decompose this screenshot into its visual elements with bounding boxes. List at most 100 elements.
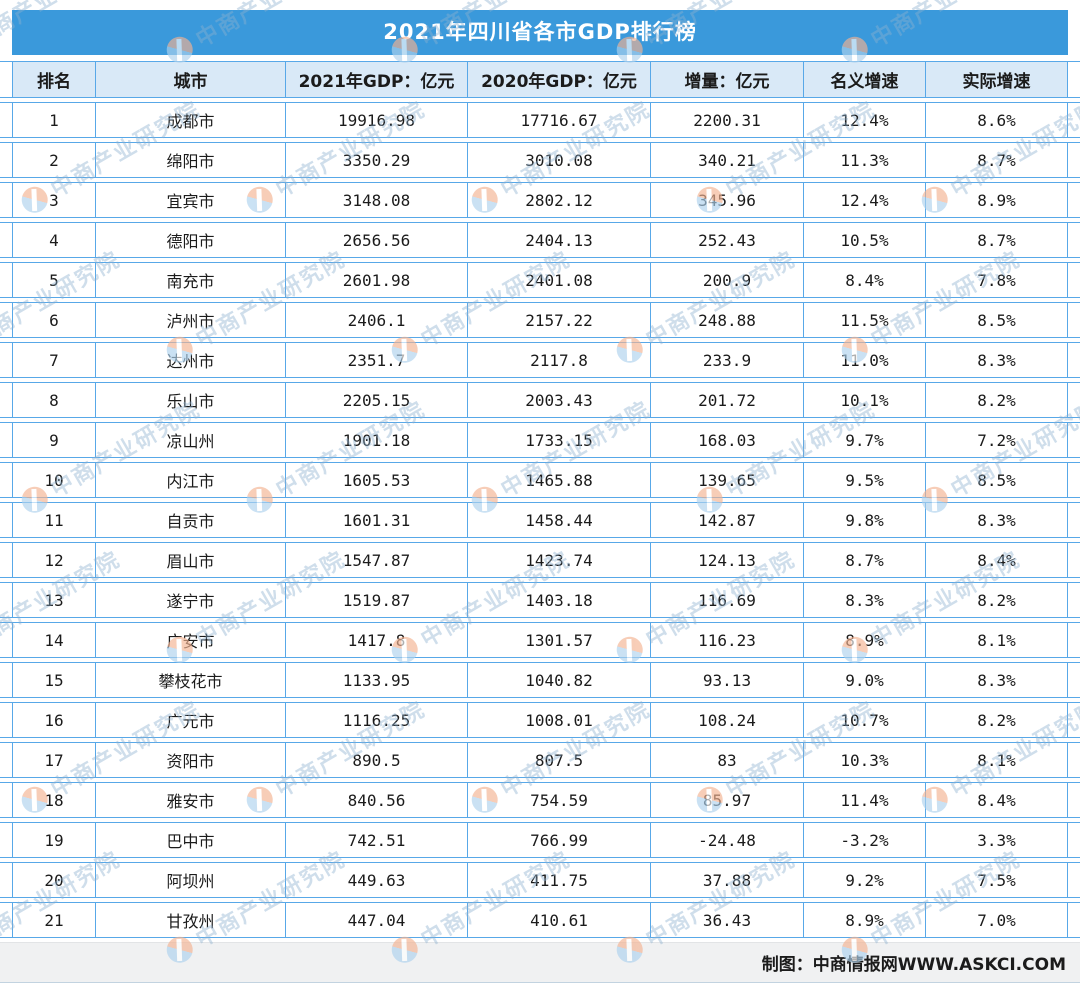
right-margin-spacer — [1068, 303, 1080, 337]
cell-real-growth: 8.7% — [925, 143, 1068, 177]
cell-increment: 124.13 — [650, 543, 803, 577]
cell-rank: 7 — [12, 343, 95, 377]
cell-rank: 2 — [12, 143, 95, 177]
left-margin-spacer — [0, 223, 12, 257]
cell-nominal-growth: 12.4% — [803, 183, 925, 217]
cell-real-growth: 7.5% — [925, 863, 1068, 897]
table-row: 16 广元市 1116.25 1008.01 108.24 10.7% 8.2% — [0, 702, 1080, 738]
cell-increment: 36.43 — [650, 903, 803, 937]
cell-nominal-growth: 9.2% — [803, 863, 925, 897]
left-margin-spacer — [0, 583, 12, 617]
cell-city: 宜宾市 — [95, 183, 285, 217]
cell-nominal-growth: 8.4% — [803, 263, 925, 297]
cell-gdp-2020: 807.5 — [467, 743, 650, 777]
cell-increment: 83 — [650, 743, 803, 777]
cell-gdp-2020: 410.61 — [467, 903, 650, 937]
cell-increment: 116.23 — [650, 623, 803, 657]
cell-nominal-growth: 9.8% — [803, 503, 925, 537]
cell-real-growth: 8.6% — [925, 103, 1068, 137]
cell-rank: 13 — [12, 583, 95, 617]
cell-rank: 3 — [12, 183, 95, 217]
cell-gdp-2021: 19916.98 — [285, 103, 467, 137]
cell-city: 攀枝花市 — [95, 663, 285, 697]
left-margin-spacer — [0, 743, 12, 777]
left-margin-spacer — [0, 823, 12, 857]
cell-rank: 5 — [12, 263, 95, 297]
right-margin-spacer — [1068, 103, 1080, 137]
cell-real-growth: 7.0% — [925, 903, 1068, 937]
right-margin-spacer — [1068, 903, 1080, 937]
cell-increment: 139.65 — [650, 463, 803, 497]
cell-city: 巴中市 — [95, 823, 285, 857]
table-row: 18 雅安市 840.56 754.59 85.97 11.4% 8.4% — [0, 782, 1080, 818]
cell-gdp-2020: 3010.08 — [467, 143, 650, 177]
cell-rank: 8 — [12, 383, 95, 417]
cell-rank: 16 — [12, 703, 95, 737]
cell-city: 内江市 — [95, 463, 285, 497]
cell-city: 达州市 — [95, 343, 285, 377]
cell-rank: 10 — [12, 463, 95, 497]
cell-gdp-2021: 1116.25 — [285, 703, 467, 737]
header-rank: 排名 — [12, 62, 95, 97]
table-row: 13 遂宁市 1519.87 1403.18 116.69 8.3% 8.2% — [0, 582, 1080, 618]
cell-gdp-2021: 2601.98 — [285, 263, 467, 297]
cell-rank: 6 — [12, 303, 95, 337]
cell-increment: 116.69 — [650, 583, 803, 617]
cell-increment: 201.72 — [650, 383, 803, 417]
table-row: 8 乐山市 2205.15 2003.43 201.72 10.1% 8.2% — [0, 382, 1080, 418]
cell-nominal-growth: 11.0% — [803, 343, 925, 377]
cell-gdp-2021: 2351.7 — [285, 343, 467, 377]
cell-gdp-2020: 1458.44 — [467, 503, 650, 537]
cell-increment: 233.9 — [650, 343, 803, 377]
right-margin-spacer — [1068, 703, 1080, 737]
cell-gdp-2020: 766.99 — [467, 823, 650, 857]
table-body: 1 成都市 19916.98 17716.67 2200.31 12.4% 8.6% 2 绵阳市… — [0, 102, 1080, 938]
cell-gdp-2020: 2003.43 — [467, 383, 650, 417]
cell-rank: 14 — [12, 623, 95, 657]
cell-nominal-growth: 10.5% — [803, 223, 925, 257]
right-margin-spacer — [1068, 823, 1080, 857]
cell-gdp-2021: 2656.56 — [285, 223, 467, 257]
cell-gdp-2020: 1008.01 — [467, 703, 650, 737]
cell-rank: 15 — [12, 663, 95, 697]
cell-gdp-2021: 3350.29 — [285, 143, 467, 177]
table-row: 5 南充市 2601.98 2401.08 200.9 8.4% 7.8% — [0, 262, 1080, 298]
cell-city: 德阳市 — [95, 223, 285, 257]
left-margin-spacer — [0, 383, 12, 417]
cell-nominal-growth: -3.2% — [803, 823, 925, 857]
table-row: 12 眉山市 1547.87 1423.74 124.13 8.7% 8.4% — [0, 542, 1080, 578]
cell-gdp-2021: 1547.87 — [285, 543, 467, 577]
cell-real-growth: 8.2% — [925, 703, 1068, 737]
right-margin-spacer — [1068, 583, 1080, 617]
cell-gdp-2020: 1040.82 — [467, 663, 650, 697]
cell-city: 资阳市 — [95, 743, 285, 777]
right-margin-spacer — [1068, 663, 1080, 697]
cell-gdp-2021: 1133.95 — [285, 663, 467, 697]
cell-increment: 252.43 — [650, 223, 803, 257]
table-row: 3 宜宾市 3148.08 2802.12 345.96 12.4% 8.9% — [0, 182, 1080, 218]
cell-nominal-growth: 8.9% — [803, 903, 925, 937]
left-margin-spacer — [0, 543, 12, 577]
cell-nominal-growth: 11.5% — [803, 303, 925, 337]
right-margin-spacer — [1068, 183, 1080, 217]
cell-gdp-2020: 17716.67 — [467, 103, 650, 137]
cell-increment: 108.24 — [650, 703, 803, 737]
cell-gdp-2020: 1733.15 — [467, 423, 650, 457]
cell-gdp-2021: 890.5 — [285, 743, 467, 777]
cell-rank: 20 — [12, 863, 95, 897]
cell-city: 眉山市 — [95, 543, 285, 577]
cell-nominal-growth: 10.7% — [803, 703, 925, 737]
cell-real-growth: 8.1% — [925, 623, 1068, 657]
table-row: 11 自贡市 1601.31 1458.44 142.87 9.8% 8.3% — [0, 502, 1080, 538]
cell-nominal-growth: 10.1% — [803, 383, 925, 417]
table-row: 1 成都市 19916.98 17716.67 2200.31 12.4% 8.6% — [0, 102, 1080, 138]
cell-real-growth: 8.3% — [925, 663, 1068, 697]
cell-gdp-2021: 2205.15 — [285, 383, 467, 417]
left-margin-spacer — [0, 663, 12, 697]
right-margin-spacer — [1068, 623, 1080, 657]
cell-increment: 340.21 — [650, 143, 803, 177]
left-margin-spacer — [0, 903, 12, 937]
right-margin-spacer — [1068, 543, 1080, 577]
cell-gdp-2020: 1465.88 — [467, 463, 650, 497]
